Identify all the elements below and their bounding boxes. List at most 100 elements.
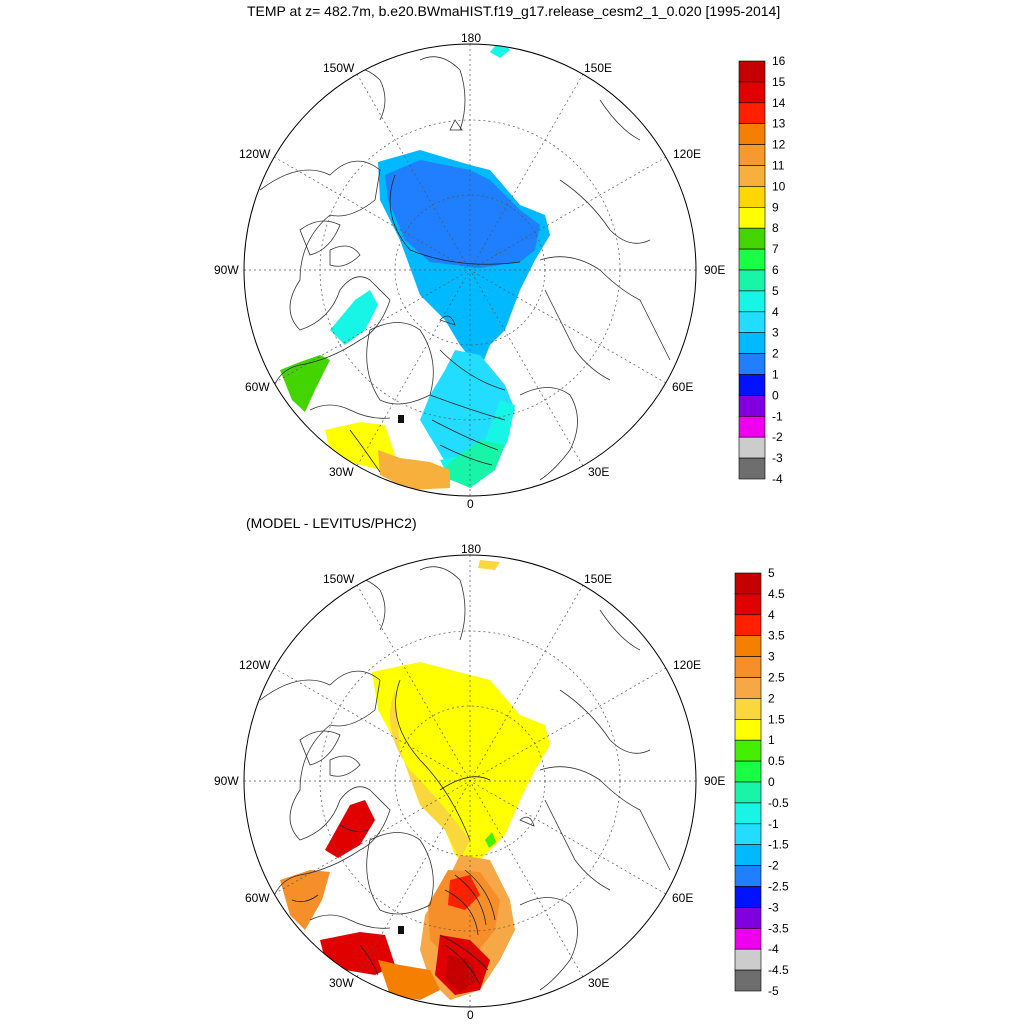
colorbar-top-swatch (738, 248, 766, 271)
colorbar-bottom-tick-label: 5 (768, 566, 775, 580)
bottom-lon-120w-label: 120W (239, 658, 271, 672)
colorbar-bottom-swatch (734, 656, 762, 678)
colorbar-bottom-swatch (734, 781, 762, 804)
bottom-baffin-fill (325, 800, 375, 858)
top-iceland-basin-fill (378, 450, 450, 490)
colorbar-bottom-swatch (734, 948, 762, 971)
colorbar-bottom-swatch (734, 760, 762, 783)
bottom-polar-map (243, 554, 697, 1008)
top-baffin-fill (330, 290, 378, 345)
colorbar-top-tick-label: 16 (772, 54, 786, 68)
bottom-nordic-max-fill (445, 955, 478, 992)
top-lon-0-label: 0 (467, 497, 474, 511)
colorbar-top-swatch (738, 102, 766, 125)
bottom-lon-150w-label: 150W (323, 572, 355, 586)
top-lon-150w-label: 150W (323, 61, 355, 75)
colorbar-top-swatch (738, 353, 766, 375)
colorbar-bottom-swatch (734, 844, 762, 866)
colorbar-bottom-tick-label: 2 (768, 691, 775, 705)
bottom-irminger-fill (320, 932, 395, 975)
colorbar-bottom-tick-label: -3.5 (768, 921, 789, 935)
bottom-nordic-hot-fill (448, 875, 480, 910)
colorbar-top-tick-label: 3 (772, 326, 779, 340)
difference-subtitle: (MODEL - LEVITUS/PHC2) (246, 515, 417, 531)
colorbar-top-tick-label: -4 (772, 472, 783, 486)
colorbar-top-swatch (738, 123, 766, 145)
colorbar-top-swatch (738, 165, 766, 187)
bottom-lon-150e-label: 150E (584, 572, 613, 586)
top-lon-90w-label: 90W (214, 263, 239, 277)
colorbar-top-swatch (738, 374, 766, 396)
bottom-lon-30w-label: 30W (329, 976, 354, 990)
colorbar-top-tick-label: -1 (772, 409, 783, 423)
bottom-lon-0-label: 0 (467, 1008, 474, 1022)
colorbar-top-swatch (738, 269, 766, 292)
bottom-iceland-fill (378, 960, 440, 1000)
colorbar-bottom-tick-label: -4.5 (768, 963, 789, 977)
colorbar-top-swatch (738, 81, 766, 104)
colorbar-bottom-swatch (734, 969, 762, 992)
colorbar-top-tick-label: 2 (772, 347, 779, 361)
colorbar-top-tick-label: 14 (772, 96, 786, 110)
colorbar-bottom-tick-label: -1 (768, 817, 779, 831)
colorbar-top-tick-label: 13 (772, 117, 786, 131)
colorbar-top-tick-label: 6 (772, 263, 779, 277)
top-norwegian-green-fill (440, 440, 505, 488)
colorbar-bottom-tick-label: -4 (768, 942, 779, 956)
colorbar-top-tick-label: 11 (772, 159, 785, 173)
bottom-lon-60w-label: 60W (245, 891, 270, 905)
colorbar-bottom-tick-label: 4.5 (768, 587, 785, 601)
bottom-labrador-fill (280, 870, 330, 930)
top-lon-90e-label: 90E (704, 263, 726, 277)
top-lon-60e-label: 60E (672, 380, 694, 394)
colorbar-bottom-swatch (734, 927, 762, 950)
top-lon-180-label: 180 (461, 31, 482, 45)
colorbar-bottom-tick-label: 3.5 (768, 629, 785, 643)
colorbar-bottom-swatch (734, 593, 762, 616)
colorbar-top-swatch (738, 332, 766, 354)
colorbar-bottom-swatch (734, 907, 762, 929)
colorbar-bottom-tick-label: -3 (768, 900, 779, 914)
colorbar-bottom-swatch (734, 739, 762, 762)
page-title: TEMP at z= 482.7m, b.e20.BWmaHIST.f19_g1… (247, 3, 781, 19)
colorbar-top-swatch (738, 395, 766, 417)
colorbar-top-tick-label: 9 (772, 200, 779, 214)
colorbar-bottom-tick-label: -2.5 (768, 880, 789, 894)
colorbar-top-tick-label: 0 (772, 388, 779, 402)
top-lon-30w-label: 30W (329, 465, 354, 479)
top-labrador-fill (280, 355, 330, 412)
top-polar-map (243, 43, 697, 497)
colorbar-top-tick-label: 15 (772, 75, 786, 89)
colorbar-top-tick-label: 7 (772, 242, 779, 256)
colorbar-bottom-tick-label: 0.5 (768, 754, 785, 768)
colorbar-bottom-tick-label: -2 (768, 859, 779, 873)
bottom-lon-90e-label: 90E (704, 774, 726, 788)
colorbar-bottom-tick-label: 1.5 (768, 712, 785, 726)
bottom-lon-180-label: 180 (461, 542, 482, 556)
colorbar-bottom-tick-label: 0 (768, 775, 775, 789)
colorbar-bottom-swatch (734, 865, 762, 887)
top-lon-120e-label: 120E (673, 147, 702, 161)
colorbar-top-swatch (738, 207, 766, 229)
top-irminger-fill (325, 422, 395, 470)
colorbar-top-swatch (738, 227, 766, 250)
top-lon-30e-label: 30E (588, 465, 610, 479)
colorbar-bottom-tick-label: 3 (768, 650, 775, 664)
colorbar-bottom-swatch (734, 886, 762, 908)
colorbar-top-tick-label: 12 (772, 138, 786, 152)
colorbar-top-tick-label: 10 (772, 179, 786, 193)
colorbar-top-tick-label: -3 (772, 451, 783, 465)
bottom-lon-30e-label: 30E (588, 976, 610, 990)
top-lon-150e-label: 150E (584, 61, 613, 75)
colorbar-top-swatch (738, 290, 766, 313)
colorbar-top-swatch (738, 436, 766, 459)
colorbar-top-swatch (738, 144, 766, 166)
colorbar-top-swatch (738, 186, 766, 208)
bottom-amerasian-fill (390, 690, 470, 860)
top-lon-120w-label: 120W (239, 147, 271, 161)
bottom-lon-90w-label: 90W (214, 774, 239, 788)
colorbar-bottom-tick-label: -1.5 (768, 838, 789, 852)
colorbar-bottom-tick-label: 2.5 (768, 671, 785, 685)
